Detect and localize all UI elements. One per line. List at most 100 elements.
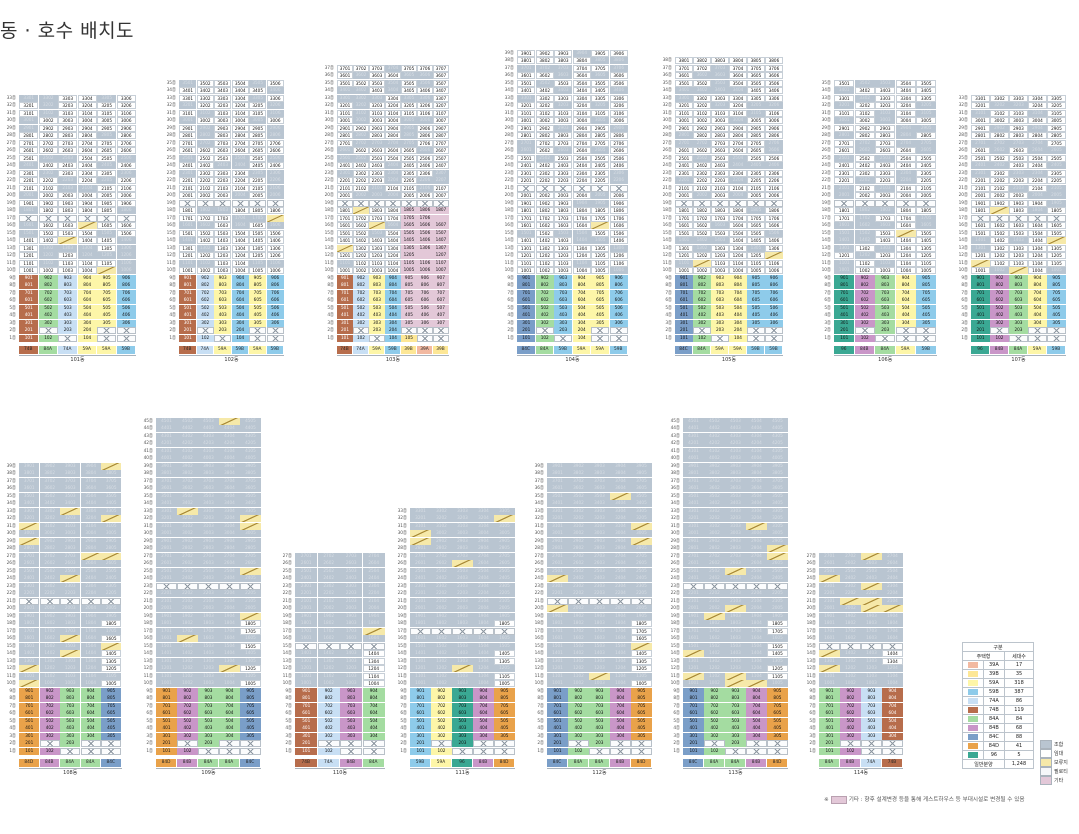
unit-cell: 2804 <box>1028 132 1047 140</box>
floor-label: 1층 <box>809 748 816 754</box>
floor-label: 5층 <box>400 718 407 724</box>
floor-row: 2001 2002 2003 2004 2005 2006 <box>517 192 628 200</box>
unit-cell: 3003 <box>589 530 610 538</box>
unit-cell: 1805 <box>101 620 122 628</box>
unit-cell: 1104 <box>473 672 494 680</box>
floor-label: 16층 <box>6 636 16 641</box>
unit-cell: 1605 <box>916 222 937 230</box>
unit-cell-74B: 904 <box>882 687 903 695</box>
floor-row: 2201 2202 2203 2204 2205 <box>834 177 937 185</box>
unit-cell: 1104 <box>219 672 240 680</box>
unit-cell: 2804 <box>80 545 101 553</box>
unit-cell: 3105 <box>101 522 122 530</box>
unit-cell: 2902 <box>196 124 214 132</box>
floor-row: 101 102 <box>156 747 261 756</box>
unit-cell: 3103 <box>875 109 896 117</box>
unit-cell: 1905 <box>631 612 652 620</box>
unit-cell: 2301 <box>819 582 840 590</box>
unit-cell: 2805 <box>747 132 765 140</box>
floor-label: 1층 <box>169 335 176 341</box>
floor-row: 1801 1802 1803 1804 1805 <box>683 620 788 628</box>
type-label: 84B <box>177 759 197 767</box>
floor-label: 29층 <box>324 125 334 131</box>
unit-cell: 2105 <box>494 597 515 605</box>
unit-cell: 2905 <box>240 537 261 545</box>
unit-cell: 4001 <box>156 455 177 463</box>
unit-cell-59B: 804 <box>385 282 401 290</box>
unit-grid: 2701 2702 2703 2704 2601 2602 2603 2604 2501 2502… <box>295 552 385 756</box>
floor-row: 2401 2402 2403 2404 2405 2406 <box>179 162 284 170</box>
unit-cell-84A: 503 <box>198 717 219 725</box>
unit-cell: 2105 <box>97 184 117 192</box>
unit-cell-59B: 905 <box>1047 274 1066 282</box>
unit-cell-84C: 101 <box>517 334 536 342</box>
unit-cell: 2102 <box>990 184 1009 192</box>
etc-cell: 1505 <box>401 229 417 237</box>
reserved-cell <box>410 537 431 545</box>
unit-cell-84B: 702 <box>990 289 1009 297</box>
floor-row <box>156 582 261 591</box>
unit-cell-84B: 304 <box>746 732 767 740</box>
unit-cell: 2702 <box>704 552 725 560</box>
unit-cell-84A: 703 <box>589 702 610 710</box>
floor-row: 501 502 503 504 505 506 <box>517 304 628 313</box>
unit-cell: 1902 <box>39 612 60 620</box>
unit-grid: 3901 3902 3903 3904 3801 3802 3803 3804 3805 3701… <box>19 462 122 756</box>
unit-grid: 3801 3802 3803 3804 3805 3806 3701 3702 3703 3704… <box>675 57 783 342</box>
unit-cell: 2001 <box>179 192 197 200</box>
unit-cell: 1605 <box>747 222 765 230</box>
unit-cell: 3607 <box>433 72 449 80</box>
pilotis-cell <box>60 597 81 605</box>
unit-cell: 2405 <box>916 162 937 170</box>
unit-cell-96: 801 <box>834 282 855 290</box>
unit-cell: 2003 <box>1009 192 1028 200</box>
floor-label: 33층 <box>166 95 176 101</box>
floor-row: 1301 1302 1303 1304 1305 <box>547 657 652 666</box>
unit-cell-84B: 802 <box>177 695 198 703</box>
unit-cell: 1701 <box>834 214 855 222</box>
floor-row: 401 402 403 404 405 <box>547 725 652 733</box>
floor-row: 1102 1103 1104 1105 <box>971 259 1066 268</box>
legend-type: 84C <box>982 732 1006 742</box>
reserved-cell <box>80 552 101 560</box>
unit-cell: 3103 <box>554 109 573 117</box>
unit-cell-59A: 903 <box>369 274 385 282</box>
etc-cell: 805 <box>401 282 417 290</box>
type-label: 84D <box>156 759 176 767</box>
unit-cell: 3304 <box>231 94 249 102</box>
unit-cell: 2805 <box>249 132 267 140</box>
unit-cell-84A: 902 <box>38 274 58 282</box>
unit-cell: 2803 <box>58 132 78 140</box>
floor-row: 2501 2502 2503 2504 2505 <box>971 154 1066 163</box>
floor-row: 2801 2802 2803 2804 <box>683 545 788 553</box>
floor-row: 801 802 803 804 805 <box>410 695 515 703</box>
unit-cell: 2403 <box>875 162 896 170</box>
unit-cell-84C: 101 <box>683 747 704 755</box>
unit-cell: 3003 <box>554 117 573 125</box>
unit-cell: 1903 <box>725 612 746 620</box>
floor-row: 1201 1202 1203 1204 1205 1206 <box>19 252 136 260</box>
unit-cell-84A: 602 <box>568 710 589 718</box>
unit-cell: 2003 <box>214 192 232 200</box>
unit-cell-84C: 505 <box>101 717 122 725</box>
unit-cell-84A: 903 <box>875 274 896 282</box>
floor-row: 2601 2602 2603 2604 2605 2606 <box>517 147 628 155</box>
unit-cell: 1205 <box>240 665 261 673</box>
unit-cell: 3203 <box>214 102 232 110</box>
unit-cell-96: 603 <box>452 710 473 718</box>
type-label: 74B <box>179 346 196 354</box>
type-footer: 84D 84B 84A 84A 84C <box>19 759 122 767</box>
legend-row: 74A 86 <box>962 696 1034 706</box>
unit-cell: 3203 <box>198 515 219 523</box>
unit-cell: 3901 <box>19 462 40 470</box>
unit-cell: 2904 <box>231 124 249 132</box>
unit-cell-84A: 702 <box>693 289 711 297</box>
unit-cell-84B: 704 <box>473 702 494 710</box>
unit-cell-74B: 601 <box>19 297 39 305</box>
unit-cell: 3301 <box>19 94 39 102</box>
unit-cell: 2007 <box>433 192 449 200</box>
floor-row: 3001 3002 3003 3004 3005 3006 <box>675 117 783 125</box>
floor-labels: 45층 44층 43층 42층 41층 40층 39층 38층 37층 36층 35층 34층 33층 3… <box>664 418 682 756</box>
reserved-cell <box>861 597 882 605</box>
unit-cell: 4201 <box>156 440 177 448</box>
